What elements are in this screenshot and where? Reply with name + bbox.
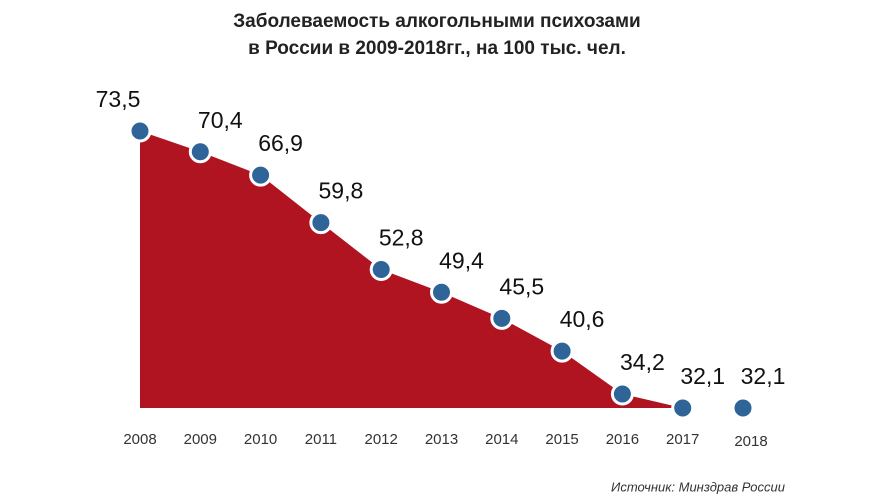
point — [671, 396, 695, 420]
point — [249, 163, 273, 187]
x-tick-label: 2008 — [123, 431, 156, 448]
point — [610, 382, 634, 406]
x-tick-label: 2009 — [184, 431, 217, 448]
value-label: 32,1 — [680, 363, 725, 389]
chart-title: Заболеваемость алкогольными психозами — [233, 11, 640, 32]
area — [140, 131, 743, 408]
value-label: 66,9 — [258, 130, 303, 156]
x-tick-label: 2012 — [365, 431, 398, 448]
value-label: 70,4 — [198, 107, 243, 133]
point — [550, 339, 574, 363]
value-label: 73,5 — [96, 86, 141, 112]
point — [490, 306, 514, 330]
value-label: 49,4 — [439, 247, 484, 273]
point — [128, 119, 152, 143]
point — [369, 258, 393, 281]
value-label: 34,2 — [620, 349, 665, 375]
x-tick-label: 2014 — [485, 431, 518, 448]
x-tick-label: 2013 — [425, 431, 458, 448]
value-label: 45,5 — [499, 273, 544, 299]
x-tick-label: 2018 — [734, 433, 767, 450]
value-label: 32,1 — [741, 363, 786, 389]
x-tick-label: 2015 — [545, 431, 578, 448]
value-label: 40,6 — [560, 306, 605, 332]
x-tick-label: 2017 — [666, 431, 699, 448]
x-tick-label: 2010 — [244, 431, 277, 448]
x-tick-label: 2011 — [305, 431, 337, 448]
point — [188, 140, 212, 164]
x-tick-label: 2016 — [606, 431, 639, 448]
value-label: 59,8 — [319, 178, 364, 204]
source: Источник: Минздрав России — [611, 479, 785, 494]
point — [309, 211, 333, 235]
point — [731, 396, 755, 420]
point — [430, 280, 453, 304]
chart-title: в России в 2009-2018гг., на 100 тыс. чел… — [248, 38, 626, 59]
value-label: 52,8 — [379, 225, 424, 251]
